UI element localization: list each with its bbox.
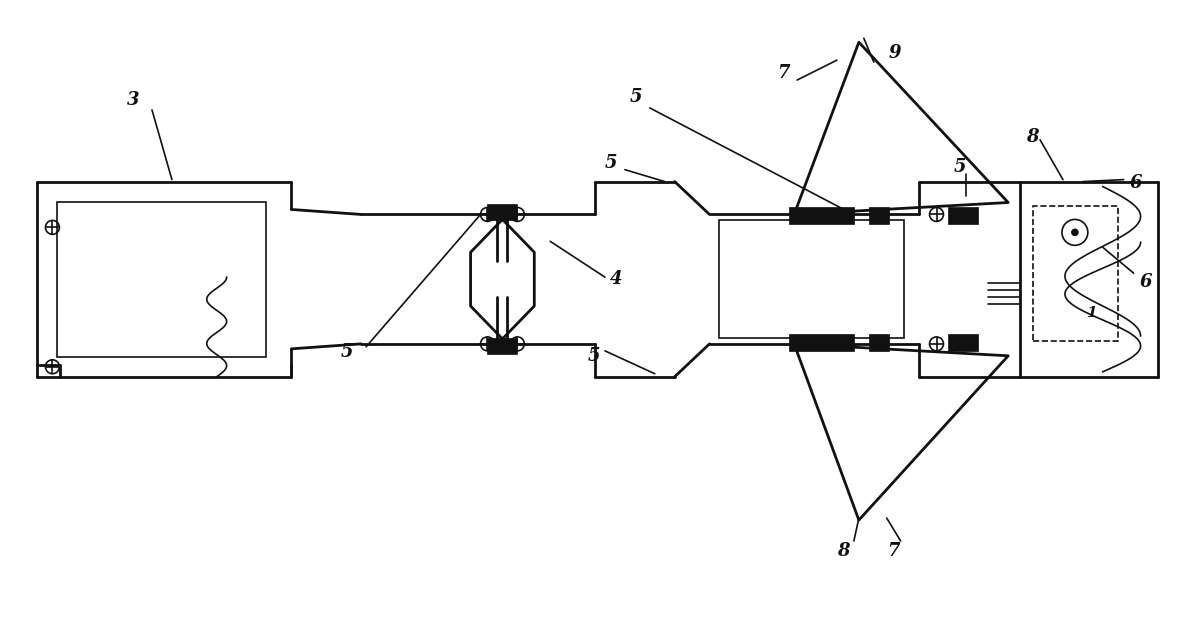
Text: 7: 7: [887, 542, 899, 560]
Text: 5: 5: [588, 347, 600, 365]
Bar: [948, 334, 978, 351]
Bar: [869, 208, 889, 225]
Text: 7: 7: [778, 64, 790, 82]
Text: 5: 5: [630, 88, 642, 106]
Text: 8: 8: [836, 542, 850, 560]
Text: 5: 5: [605, 153, 618, 172]
Text: 6: 6: [1140, 273, 1152, 291]
Text: 3: 3: [127, 91, 139, 109]
Bar: [790, 208, 854, 225]
Text: 9: 9: [889, 44, 901, 62]
Text: 5: 5: [341, 343, 354, 361]
Text: 4: 4: [610, 270, 623, 288]
Text: 6: 6: [1129, 174, 1142, 192]
Bar: [487, 204, 517, 220]
Bar: [790, 334, 854, 351]
Circle shape: [1072, 230, 1078, 235]
Bar: [1033, 206, 1117, 341]
Bar: [487, 338, 517, 354]
Text: 8: 8: [1026, 128, 1039, 146]
Text: 5: 5: [954, 158, 966, 175]
Text: 1: 1: [1086, 306, 1097, 320]
Bar: [948, 208, 978, 225]
Bar: [58, 203, 266, 357]
Bar: [869, 334, 889, 351]
Bar: [720, 220, 904, 338]
